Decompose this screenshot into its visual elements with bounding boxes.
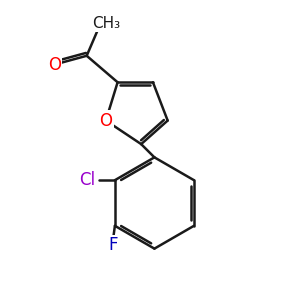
- Text: F: F: [109, 236, 118, 254]
- Text: O: O: [99, 112, 112, 130]
- Text: CH₃: CH₃: [92, 16, 120, 31]
- Text: Cl: Cl: [79, 171, 95, 189]
- Text: O: O: [48, 56, 61, 74]
